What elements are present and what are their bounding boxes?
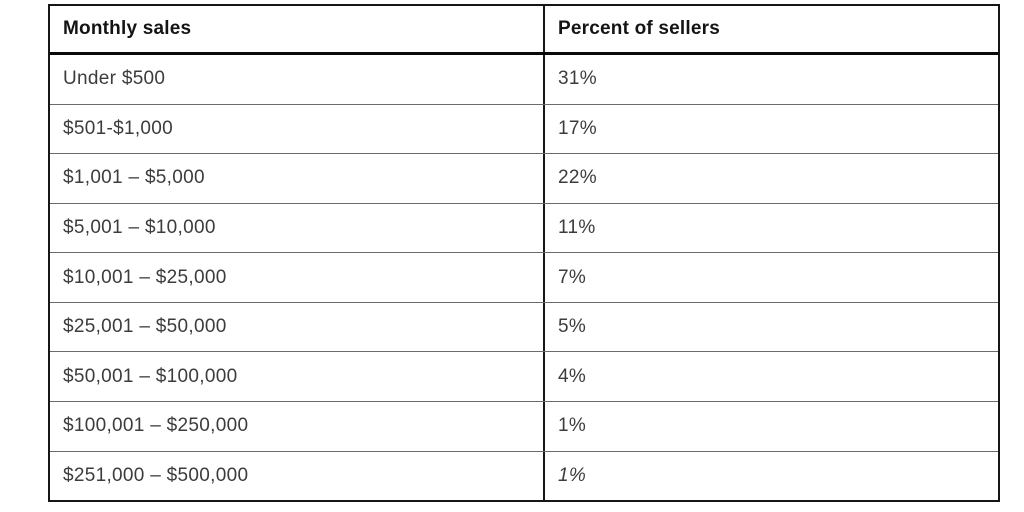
percent-cell: 4% — [558, 365, 587, 387]
sales-range-cell: $25,001 – $50,000 — [50, 302, 545, 352]
sales-range-cell: $5,001 – $10,000 — [50, 203, 545, 253]
monthly-sales-table: Monthly sales Percent of sellers Under $… — [48, 4, 1000, 502]
sales-range-cell: $100,001 – $250,000 — [50, 401, 545, 451]
table-row: $501-$1,000 17% — [50, 103, 998, 154]
table-row: $251,000 – $500,000 1% — [50, 450, 998, 501]
percent-cell: 17% — [558, 117, 597, 139]
sales-range-cell: $501-$1,000 — [50, 104, 545, 154]
table-row: $50,001 – $100,000 4% — [50, 351, 998, 401]
sales-range-cell: $10,001 – $25,000 — [50, 253, 545, 302]
table-row: Under $500 31% — [50, 55, 998, 104]
column-header-monthly-sales: Monthly sales — [50, 6, 545, 52]
table-row: $25,001 – $50,000 5% — [50, 301, 998, 352]
table-row: $100,001 – $250,000 1% — [50, 400, 998, 451]
column-header-percent-of-sellers: Percent of sellers — [558, 18, 721, 39]
table-row: $5,001 – $10,000 11% — [50, 202, 998, 253]
table-row: $10,001 – $25,000 7% — [50, 252, 998, 302]
table-header-row: Monthly sales Percent of sellers — [50, 6, 998, 55]
sales-range-cell: $50,001 – $100,000 — [50, 352, 545, 401]
table-row: $1,001 – $5,000 22% — [50, 153, 998, 203]
percent-cell-italic: 1% — [558, 464, 587, 486]
percent-cell: 7% — [558, 266, 587, 288]
percent-cell: 1% — [558, 415, 587, 437]
sales-range-cell: $251,000 – $500,000 — [50, 451, 545, 501]
sales-range-cell: $1,001 – $5,000 — [50, 154, 545, 203]
percent-cell: 5% — [558, 316, 587, 338]
percent-cell: 31% — [558, 68, 597, 90]
percent-cell: 11% — [558, 216, 596, 238]
percent-cell: 22% — [558, 167, 597, 189]
sales-range-cell: Under $500 — [50, 55, 545, 104]
